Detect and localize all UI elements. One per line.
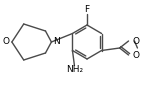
Text: N: N [53,37,60,46]
Text: F: F [84,6,90,15]
Text: O: O [3,37,10,46]
Text: O: O [133,36,139,45]
Text: NH₂: NH₂ [66,65,83,74]
Text: O: O [133,50,139,59]
